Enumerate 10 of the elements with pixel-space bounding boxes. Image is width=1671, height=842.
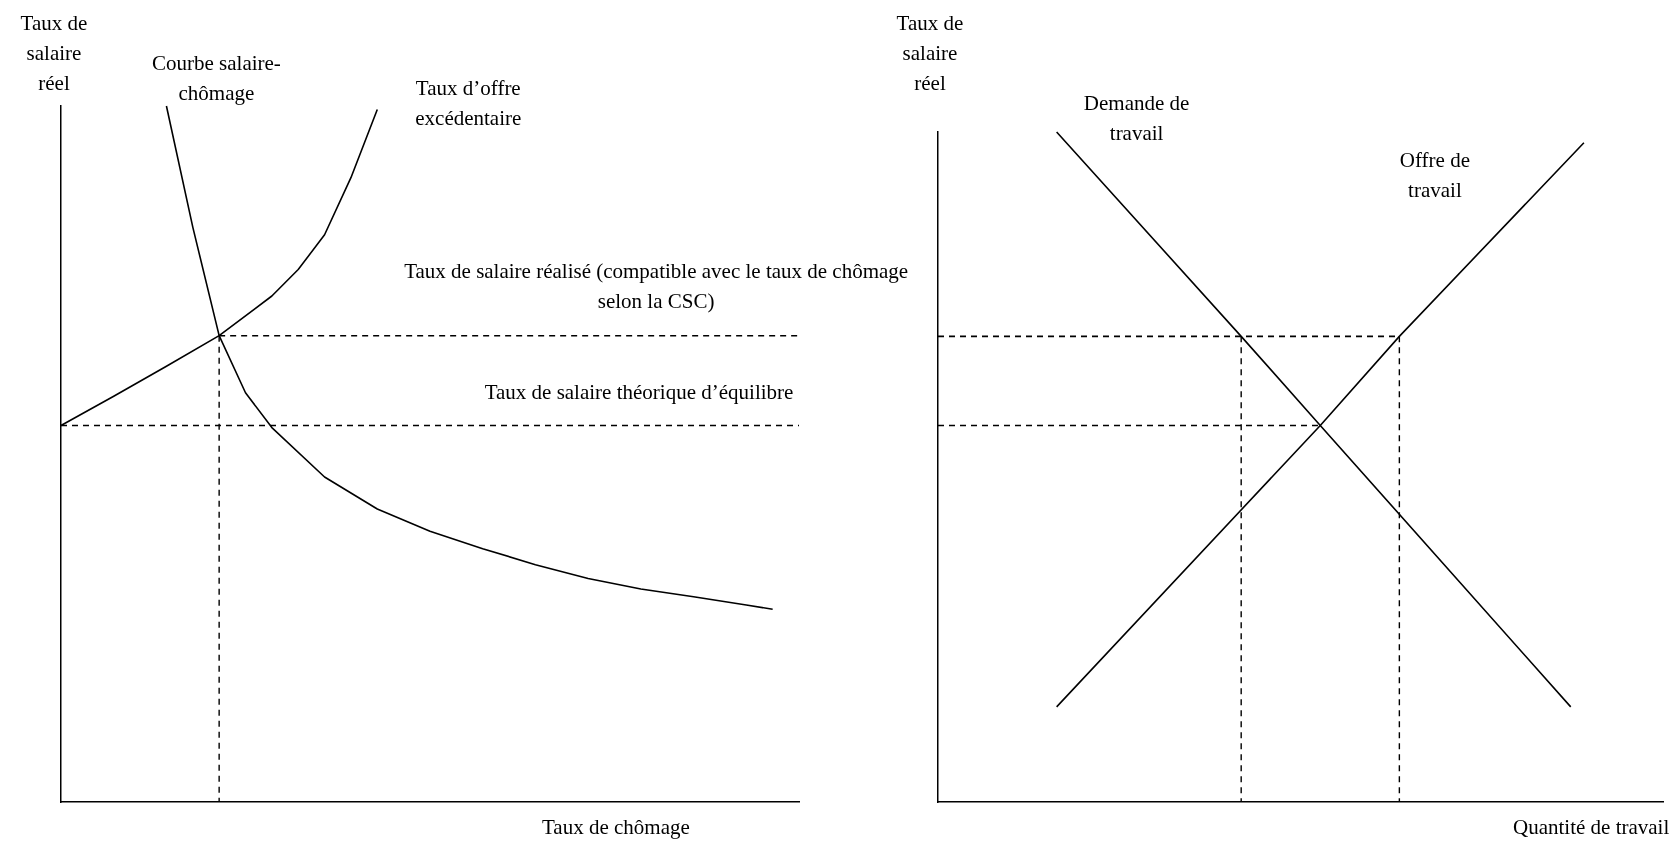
series-label: Taux de salaire réalisé (compatible avec le taux de chômage selon la CSC): [403, 257, 909, 315]
series-label: Courbe salaire-chômage: [151, 50, 282, 107]
series-label: Offre de travail: [1398, 146, 1471, 204]
series-label: Taux d’offre excédentaire: [414, 75, 523, 133]
x-axis-title: Quantité de travail: [1513, 814, 1670, 841]
y-axis-title: Taux de salaire réel: [895, 10, 965, 97]
series-label: Demande de travail: [1082, 90, 1191, 147]
series-label: Taux de salaire théorique d’équilibre: [483, 379, 795, 407]
y-axis-title: Taux de salaire réel: [19, 10, 89, 97]
x-axis-title: Taux de chômage: [542, 814, 690, 841]
